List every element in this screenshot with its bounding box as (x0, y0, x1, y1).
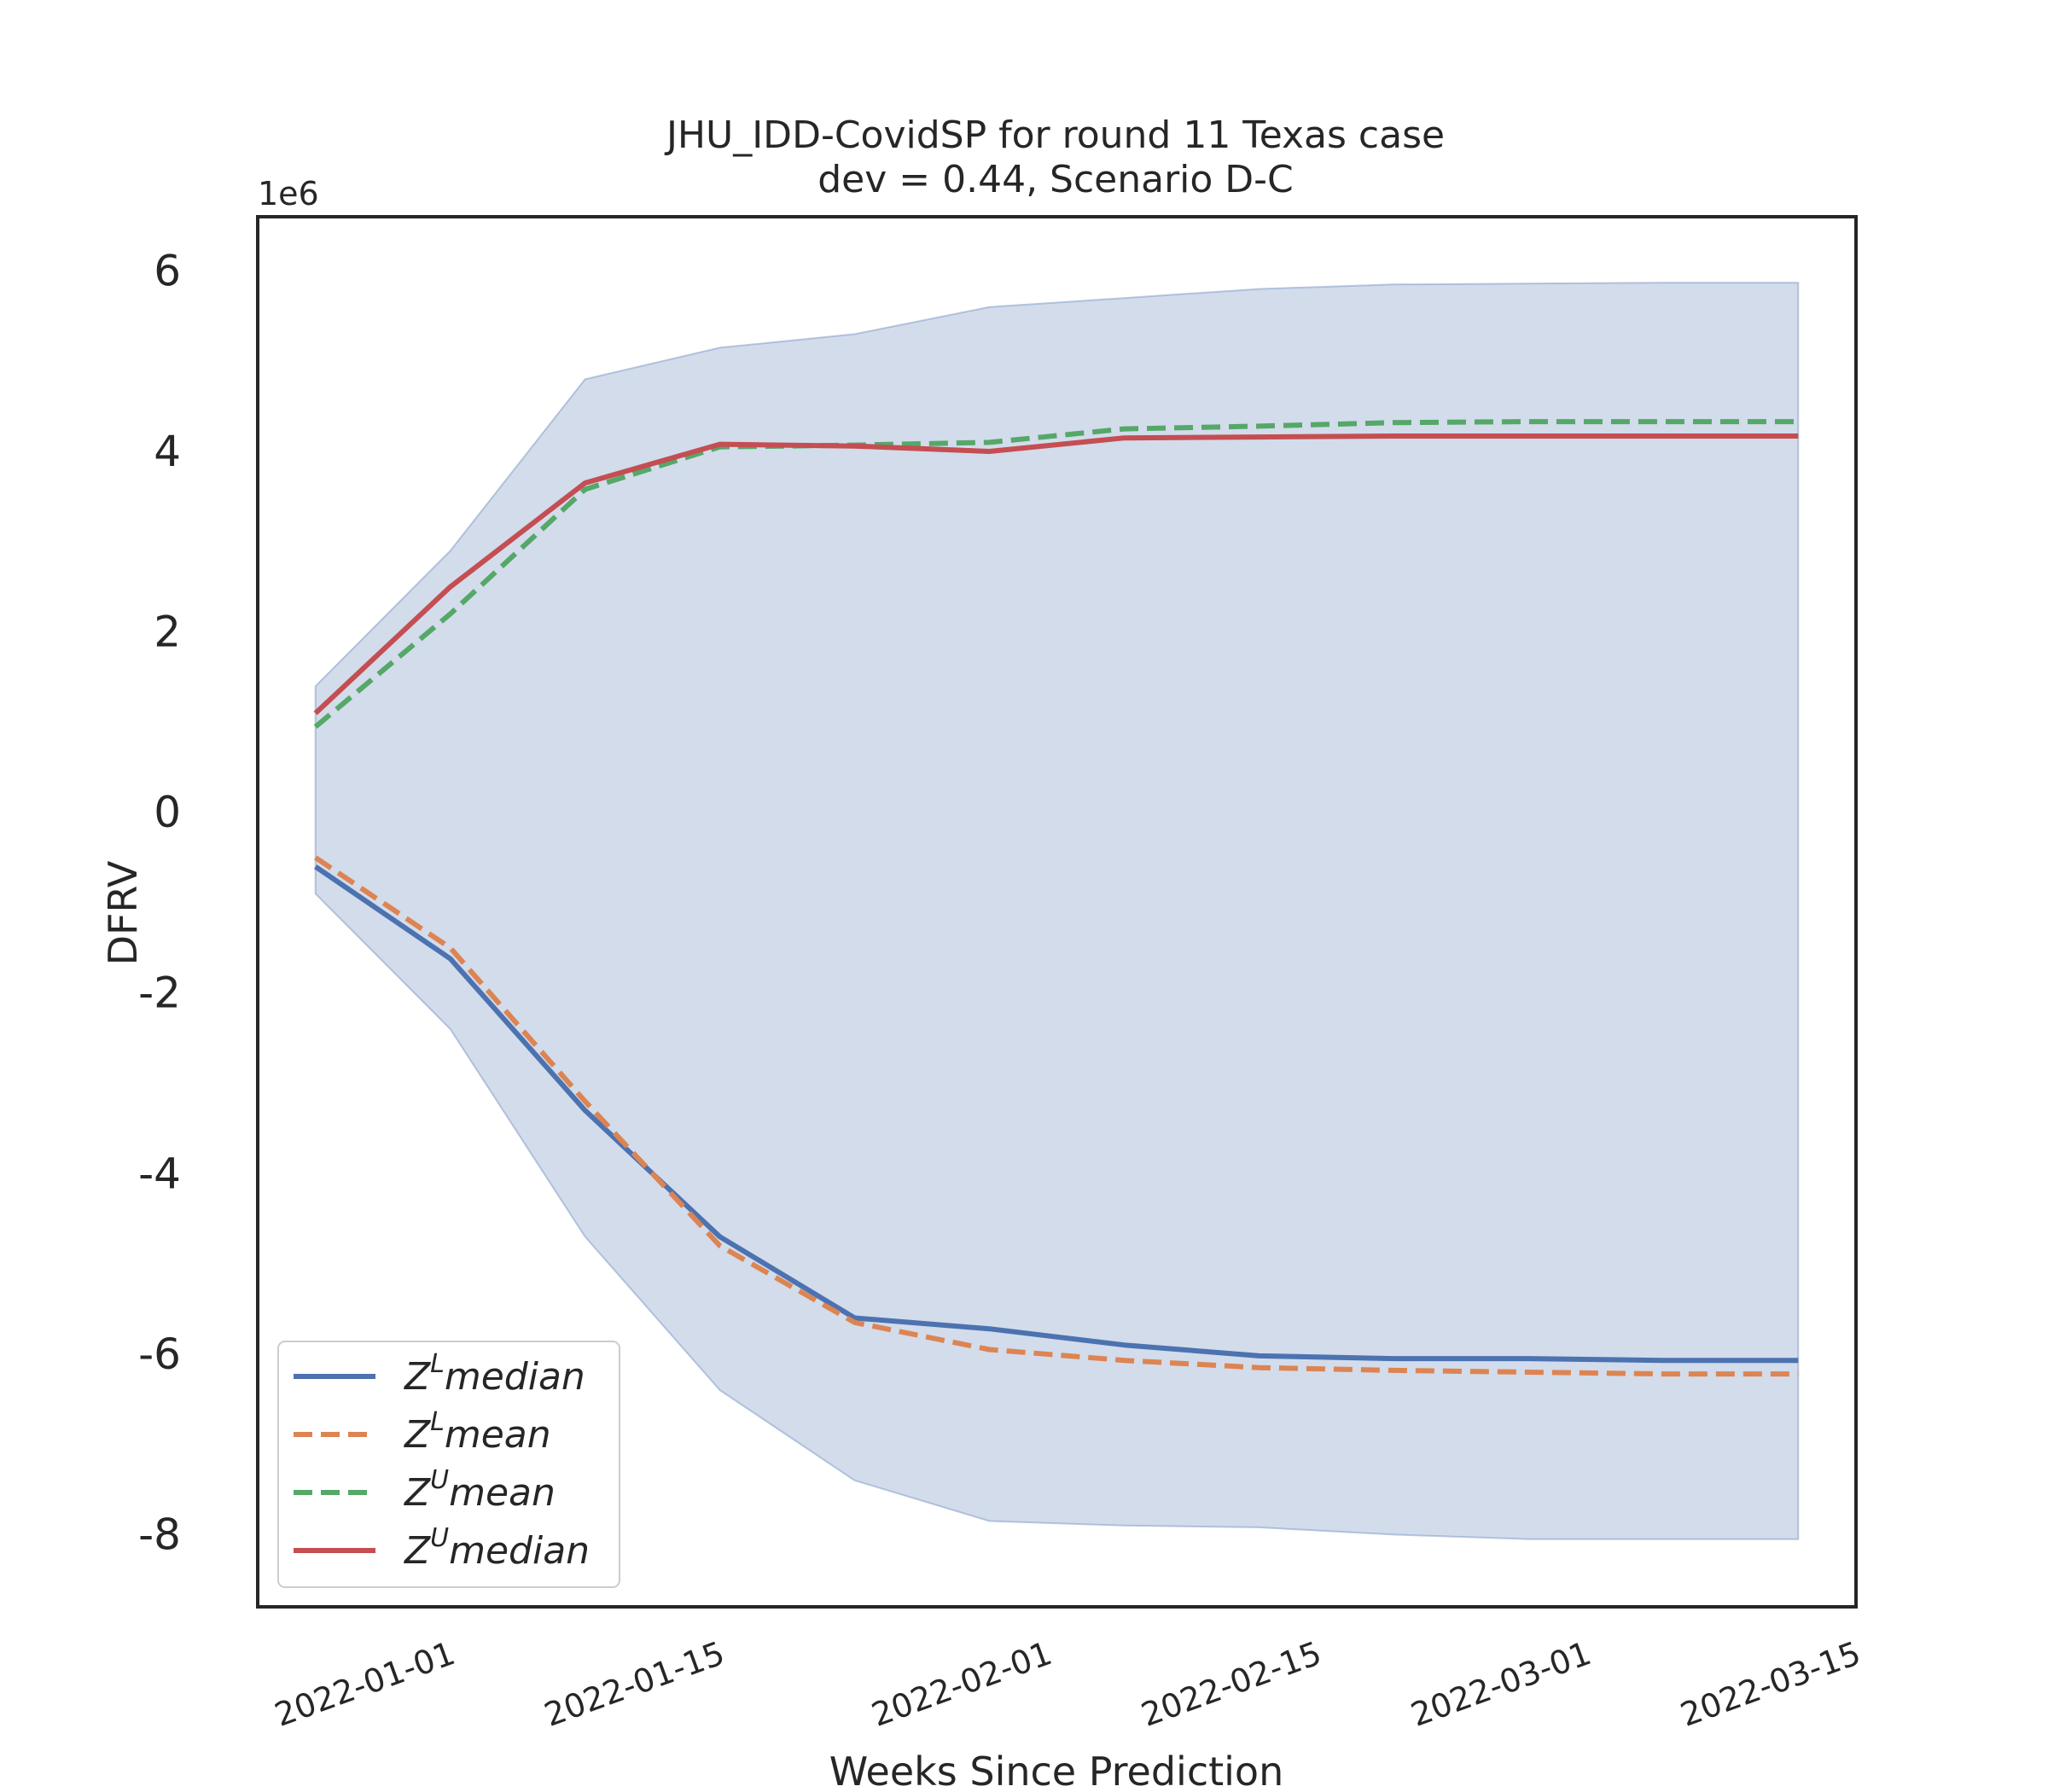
y-axis-offset-label: 1e6 (258, 175, 319, 212)
y-axis-ticks: 6 4 2 0 -2 -4 -6 -8 (138, 247, 181, 1560)
series-line-zl-median (314, 864, 1799, 1364)
legend-label: ZLmedian (404, 1349, 585, 1399)
y-tick-label: 0 (154, 788, 181, 837)
y-tick-label: -6 (138, 1329, 181, 1379)
band-area (314, 282, 1800, 1540)
y-tick-label: -2 (138, 969, 181, 1018)
y-tick-label: 6 (154, 247, 181, 296)
legend-label: ZLmean (404, 1407, 551, 1457)
chart-title-line-1: JHU_IDD-CovidSP for round 11 Texas case (664, 113, 1445, 157)
series-line-zu-mean (313, 419, 1799, 730)
x-tick-label: 2022-03-01 (1406, 1634, 1597, 1734)
y-axis-label: DFRV (100, 860, 146, 965)
x-tick-label: 2022-01-01 (270, 1634, 460, 1734)
plot-frame (256, 215, 1858, 1609)
x-tick-label: 2022-03-15 (1676, 1634, 1866, 1734)
series-lines (313, 419, 1799, 1377)
x-tick-label: 2022-02-01 (867, 1634, 1057, 1734)
series-line-zu-median (313, 433, 1799, 715)
series-line-zl-mean (314, 855, 1799, 1377)
legend-box (277, 1341, 620, 1588)
y-tick-label: 2 (154, 608, 181, 657)
legend-label: ZUmedian (404, 1523, 590, 1573)
confidence-band (314, 282, 1800, 1540)
x-axis-ticks: 2022-01-01 2022-01-15 2022-02-01 2022-02-15… (270, 1634, 1865, 1734)
y-tick-label: -4 (138, 1149, 181, 1198)
chart-title-line-2: dev = 0.44, Scenario D-C (817, 158, 1294, 201)
y-tick-label: 4 (154, 427, 181, 476)
y-tick-label: -8 (138, 1510, 181, 1559)
x-tick-label: 2022-02-15 (1137, 1634, 1327, 1734)
legend: ZLmedian ZLmean ZUmean ZUmedian (277, 1341, 620, 1588)
x-axis-label: Weeks Since Prediction (829, 1748, 1283, 1792)
legend-label: ZUmean (404, 1465, 556, 1515)
x-tick-label: 2022-01-15 (539, 1634, 730, 1734)
